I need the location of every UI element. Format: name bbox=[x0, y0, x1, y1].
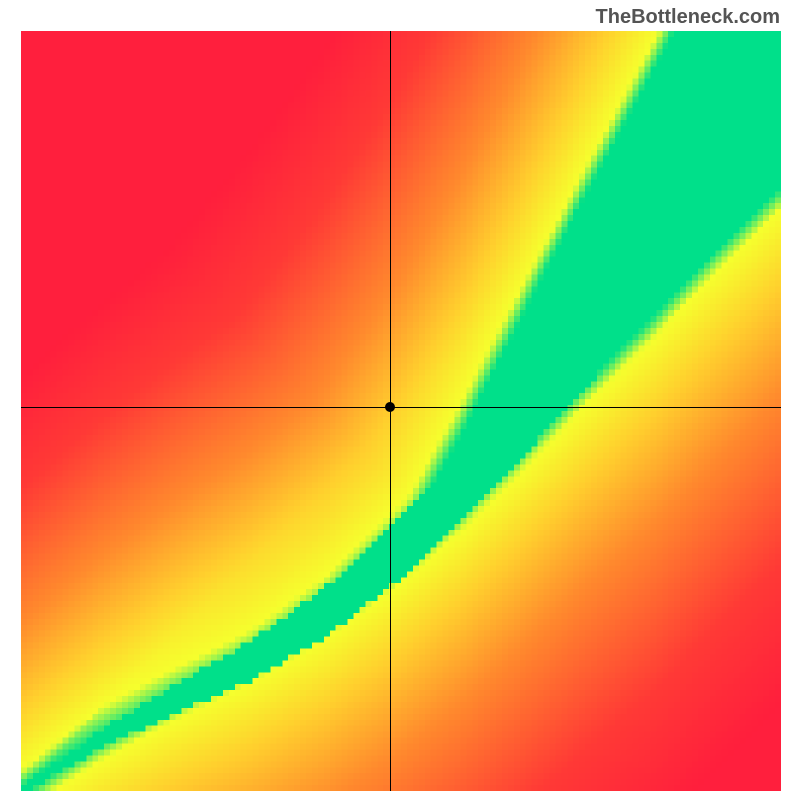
bottleneck-heatmap bbox=[20, 30, 782, 792]
crosshair-horizontal bbox=[21, 407, 781, 408]
heatmap-canvas bbox=[21, 31, 781, 791]
crosshair-marker bbox=[385, 402, 395, 412]
watermark-text: TheBottleneck.com bbox=[596, 6, 780, 29]
